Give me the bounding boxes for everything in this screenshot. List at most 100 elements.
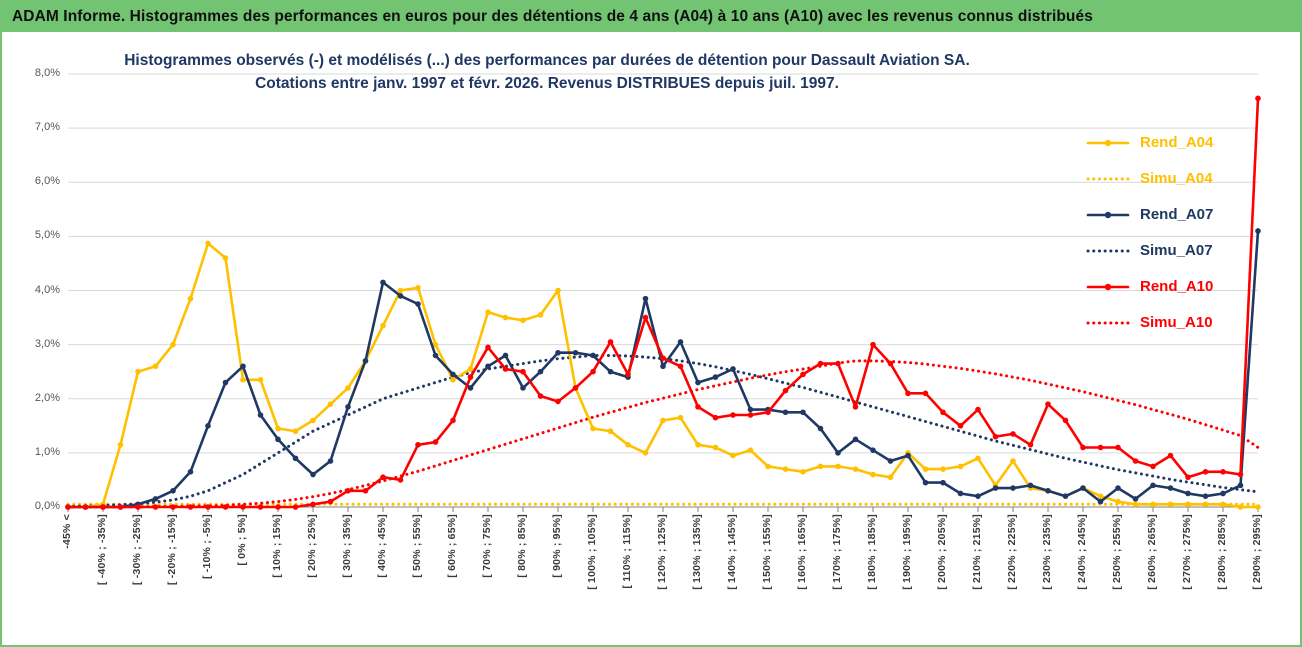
y-axis-label: 7,0% [34, 121, 60, 134]
series-marker-Rend_A10 [607, 339, 614, 345]
series-marker-Rend_A04 [1237, 504, 1244, 510]
series-marker-Rend_A10 [292, 504, 299, 510]
series-marker-Rend_A07 [940, 479, 946, 486]
series-marker-Rend_A10 [1220, 469, 1226, 475]
series-marker-Rend_A07 [1202, 493, 1209, 499]
series-marker-Rend_A04 [922, 466, 929, 472]
x-axis-label: [ 170% ; 175%] [831, 514, 843, 590]
series-marker-Rend_A07 [432, 352, 439, 359]
series-marker-Rend_A07 [1080, 485, 1086, 491]
series-marker-Rend_A10 [555, 398, 561, 405]
series-marker-Rend_A10 [1097, 444, 1104, 451]
series-marker-Rend_A10 [1237, 471, 1244, 478]
x-axis-label: [ 0% ; 5%] [236, 514, 248, 566]
legend-label-Rend_A10: Rend_A10 [1140, 278, 1214, 295]
series-marker-Rend_A10 [1202, 469, 1209, 475]
x-axis-label: [ 270% ; 275%] [1181, 514, 1193, 590]
legend-item-Simu_A10: Simu_A10 [1086, 312, 1213, 333]
series-marker-Rend_A04 [730, 452, 736, 459]
series-marker-Rend_A10 [1062, 417, 1069, 424]
series-marker-Rend_A04 [345, 385, 351, 391]
x-axis-label: [ -40% ; -35%] [96, 514, 108, 586]
series-marker-Rend_A10 [82, 504, 89, 510]
series-marker-Rend_A07 [170, 487, 176, 494]
series-marker-Rend_A04 [712, 444, 719, 451]
series-marker-Rend_A10 [327, 498, 334, 505]
series-marker-Rend_A07 [712, 374, 719, 380]
series-marker-Rend_A07 [642, 295, 649, 302]
series-marker-Rend_A07 [292, 455, 299, 462]
x-axis-label: -45% < [61, 514, 73, 549]
series-marker-Rend_A10 [940, 409, 946, 416]
series-marker-Rend_A10 [800, 371, 806, 378]
series-marker-Rend_A04 [397, 287, 404, 294]
x-axis-label: [ -10% ; -5%] [201, 514, 213, 580]
series-marker-Rend_A04 [240, 377, 246, 383]
series-marker-Rend_A04 [450, 377, 456, 383]
series-marker-Rend_A04 [257, 377, 264, 383]
series-marker-Rend_A04 [695, 441, 701, 448]
y-axis-label: 1,0% [34, 445, 60, 458]
series-marker-Rend_A10 [957, 423, 964, 429]
series-marker-Rend_A04 [625, 441, 631, 448]
series-marker-Rend_A07 [572, 349, 579, 356]
series-marker-Rend_A07 [467, 385, 474, 391]
legend-label-Rend_A07: Rend_A07 [1140, 206, 1214, 223]
series-marker-Rend_A07 [852, 436, 859, 443]
series-marker-Rend_A04 [520, 317, 526, 324]
series-marker-Rend_A04 [590, 425, 596, 432]
y-axis-label: 0,0% [34, 500, 60, 512]
y-axis-label: 8,0% [34, 67, 60, 79]
legend-dotted-line-icon [1086, 321, 1130, 324]
series-marker-Rend_A10 [450, 417, 456, 424]
series-marker-Rend_A07 [520, 385, 526, 391]
x-axis-label: [ 290% ; 295%] [1251, 514, 1263, 590]
legend-item-Rend_A10: Rend_A10 [1086, 276, 1213, 297]
series-marker-Rend_A10 [1255, 95, 1261, 102]
series-marker-Rend_A04 [975, 455, 981, 462]
legend-solid-line-icon [1086, 139, 1130, 146]
series-marker-Rend_A07 [1027, 482, 1034, 489]
series-marker-Rend_A07 [1062, 493, 1069, 499]
series-marker-Rend_A07 [870, 447, 876, 453]
series-marker-Rend_A07 [257, 412, 264, 418]
series-marker-Rend_A10 [782, 387, 789, 394]
series-marker-Rend_A07 [450, 371, 456, 378]
series-marker-Rend_A04 [852, 466, 859, 472]
series-marker-Rend_A04 [537, 312, 544, 318]
series-marker-Rend_A07 [205, 423, 211, 429]
y-axis-label: 4,0% [34, 283, 60, 296]
legend-item-Simu_A04: Simu_A04 [1086, 168, 1213, 189]
series-marker-Rend_A04 [467, 366, 474, 372]
series-marker-Rend_A07 [152, 496, 159, 502]
series-marker-Rend_A07 [275, 436, 281, 443]
series-marker-Rend_A04 [835, 463, 841, 470]
report-title: ADAM Informe. Histogrammes des performan… [12, 8, 1093, 25]
series-marker-Rend_A10 [765, 409, 771, 416]
series-marker-Rend_A07 [327, 458, 334, 464]
x-axis-label: [ 50% ; 55%] [411, 514, 423, 578]
series-marker-Rend_A10 [117, 504, 124, 510]
x-axis-label: [ 70% ; 75%] [481, 514, 493, 578]
series-marker-Rend_A04 [205, 240, 211, 247]
series-marker-Rend_A04 [817, 463, 824, 470]
series-marker-Rend_A07 [957, 490, 964, 497]
x-axis-label: [ 180% ; 185%] [866, 514, 878, 590]
series-marker-Rend_A07 [975, 493, 981, 499]
series-marker-Rend_A07 [992, 485, 999, 491]
legend-label-Simu_A04: Simu_A04 [1140, 170, 1213, 187]
chart-legend: Rend_A04 Simu_A04 Rend_A07 Simu_A07 Rend_A10… [1086, 132, 1213, 333]
series-marker-Rend_A10 [485, 344, 491, 351]
series-marker-Rend_A07 [187, 469, 194, 475]
series-marker-Rend_A07 [345, 404, 351, 410]
series-marker-Rend_A10 [1132, 458, 1139, 464]
x-axis-label: [ 110% ; 115%] [621, 514, 633, 589]
legend-item-Simu_A07: Simu_A07 [1086, 240, 1213, 261]
series-marker-Rend_A10 [677, 363, 684, 370]
y-axis-label: 5,0% [34, 229, 60, 242]
series-marker-Rend_A10 [835, 360, 841, 367]
series-marker-Rend_A04 [170, 341, 176, 348]
x-axis-label: [ 260% ; 265%] [1146, 514, 1158, 590]
series-marker-Rend_A10 [152, 504, 159, 510]
